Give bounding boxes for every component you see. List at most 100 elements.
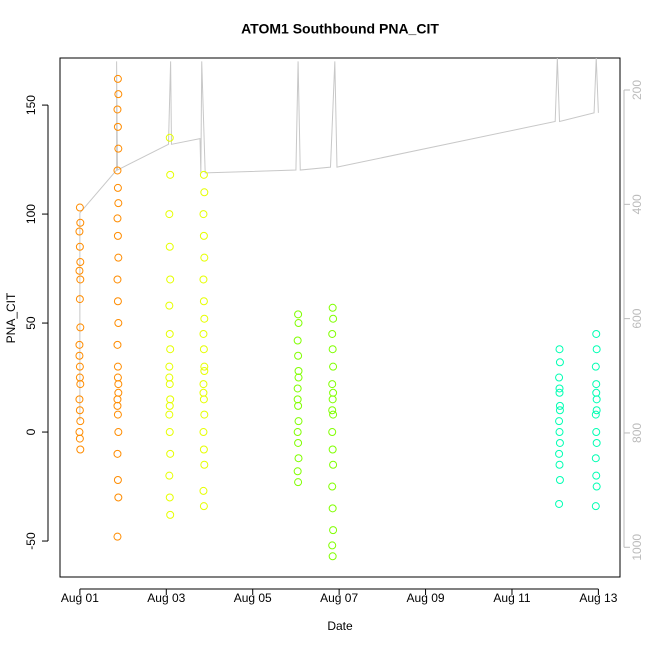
data-point — [114, 493, 123, 502]
data-point — [75, 362, 84, 371]
data-point — [166, 510, 175, 519]
data-point — [165, 210, 174, 219]
y2-tick-label: 800 — [630, 423, 644, 443]
data-point — [328, 380, 337, 389]
data-point — [114, 380, 123, 389]
data-point — [328, 541, 337, 550]
data-point — [555, 499, 564, 508]
data-point — [294, 319, 303, 328]
y2-tick-label: 600 — [630, 308, 644, 328]
y-axis-label: PNA_CIT — [4, 292, 18, 343]
data-point — [555, 428, 564, 437]
data-point — [555, 476, 564, 485]
x-tick-label: Aug 11 — [493, 591, 530, 605]
data-point — [294, 310, 303, 319]
data-point — [199, 388, 208, 397]
data-point — [113, 476, 122, 485]
data-point — [294, 401, 303, 410]
data-point — [75, 266, 84, 275]
data-point — [76, 218, 85, 227]
data-point — [329, 526, 338, 535]
data-point — [293, 428, 302, 437]
data-point — [165, 493, 174, 502]
data-point — [200, 410, 209, 419]
data-point — [113, 74, 122, 83]
x-axis-label: Date — [327, 619, 353, 633]
data-point — [114, 319, 123, 328]
data-point — [328, 303, 337, 312]
data-point — [114, 388, 123, 397]
data-point — [294, 454, 303, 463]
data-point — [113, 122, 122, 131]
data-point — [76, 323, 85, 332]
y-tick-label: 100 — [24, 204, 38, 224]
data-point — [199, 275, 208, 284]
data-point — [329, 410, 338, 419]
data-point — [328, 428, 337, 437]
data-point — [165, 471, 174, 480]
data-point — [555, 449, 564, 458]
data-point — [75, 434, 84, 443]
data-point — [76, 417, 85, 426]
data-point — [328, 552, 337, 561]
data-point — [592, 329, 601, 338]
data-point — [113, 183, 122, 192]
data-point — [165, 401, 174, 410]
data-point — [592, 395, 601, 404]
data-point — [114, 428, 123, 437]
data-point — [555, 384, 564, 393]
data-point — [591, 362, 600, 371]
data-point — [328, 504, 337, 513]
data-point — [113, 214, 122, 223]
data-point — [591, 410, 600, 419]
data-point — [555, 401, 564, 410]
data-point — [113, 166, 122, 175]
data-point — [113, 373, 122, 382]
y2-tick-label: 400 — [630, 194, 644, 214]
data-point — [165, 380, 174, 389]
data-point — [200, 367, 209, 376]
data-point — [294, 438, 303, 447]
data-point — [166, 395, 175, 404]
data-point — [555, 373, 564, 382]
data-point — [113, 532, 122, 541]
y-tick-label: 0 — [24, 428, 38, 435]
data-point — [592, 428, 601, 437]
data-point — [75, 242, 84, 251]
data-point — [199, 486, 208, 495]
data-point — [75, 227, 84, 236]
data-point — [294, 417, 303, 426]
data-point — [75, 406, 84, 415]
data-point — [113, 340, 122, 349]
data-point — [293, 395, 302, 404]
data-point — [113, 362, 122, 371]
data-point — [328, 329, 337, 338]
data-point — [199, 170, 208, 179]
data-point — [199, 345, 208, 354]
x-tick-label: Aug 03 — [147, 591, 185, 605]
data-point — [555, 345, 564, 354]
data-point — [199, 445, 208, 454]
data-point — [166, 345, 175, 354]
data-point — [114, 199, 123, 208]
data-point — [75, 351, 84, 360]
chart-title: ATOM1 Southbound PNA_CIT — [241, 21, 439, 37]
y-tick-label: 150 — [24, 95, 38, 115]
x-tick-label: Aug 07 — [320, 591, 358, 605]
data-point — [113, 449, 122, 458]
data-point — [199, 210, 208, 219]
data-point — [199, 428, 208, 437]
data-point — [200, 314, 209, 323]
data-point — [329, 362, 338, 371]
data-point — [293, 336, 302, 345]
data-point — [113, 231, 122, 240]
data-point — [555, 388, 564, 397]
data-point — [166, 449, 175, 458]
data-point — [592, 388, 601, 397]
data-point — [113, 410, 122, 419]
data-point — [200, 460, 209, 469]
data-point — [75, 340, 84, 349]
data-point — [166, 275, 175, 284]
data-point — [329, 460, 338, 469]
data-point — [75, 373, 84, 382]
